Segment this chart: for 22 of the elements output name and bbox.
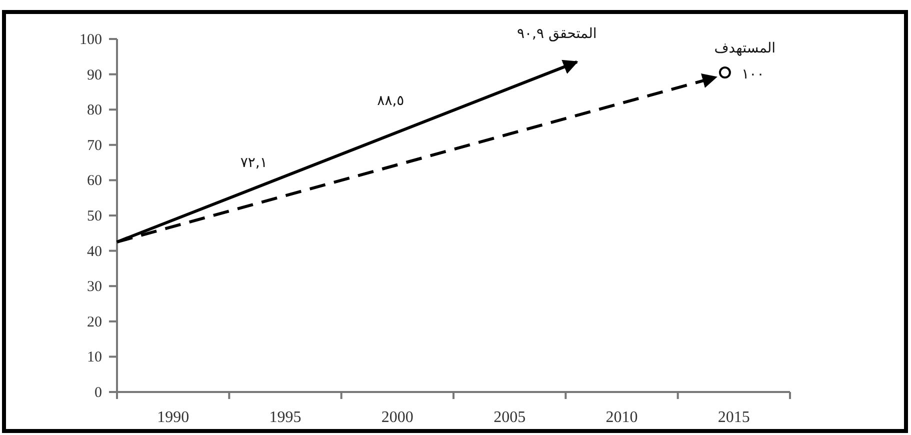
y-tick-label: 60	[87, 173, 102, 190]
annotation: ١٠٠	[742, 66, 764, 83]
y-tick-label: 40	[87, 244, 102, 260]
y-tick-label: 10	[87, 350, 102, 366]
y-tick-label: 100	[80, 32, 102, 48]
y-tick-label: 20	[87, 314, 102, 330]
annotation: المتحقق ٩٠,٩	[517, 26, 597, 42]
x-tick-label: 2000	[381, 409, 414, 426]
y-tick-label: 50	[87, 208, 102, 224]
y-tick-label: 70	[87, 138, 102, 154]
y-tick-label: 90	[87, 67, 102, 84]
y-tick-label: 30	[87, 279, 102, 296]
x-tick-label: 1990	[157, 409, 190, 426]
y-tick-label: 0	[94, 385, 102, 401]
annotation: المستهدف	[714, 40, 776, 57]
x-tick-label: 2005	[494, 409, 526, 426]
y-tick-label: 80	[87, 102, 102, 119]
x-tick-label: 2015	[718, 409, 750, 426]
annotation: ٨٨,٥	[377, 93, 404, 110]
x-tick-label: 1995	[269, 409, 302, 426]
x-tick-label: 2010	[606, 409, 638, 426]
annotation: ٧٢,١	[240, 155, 268, 172]
